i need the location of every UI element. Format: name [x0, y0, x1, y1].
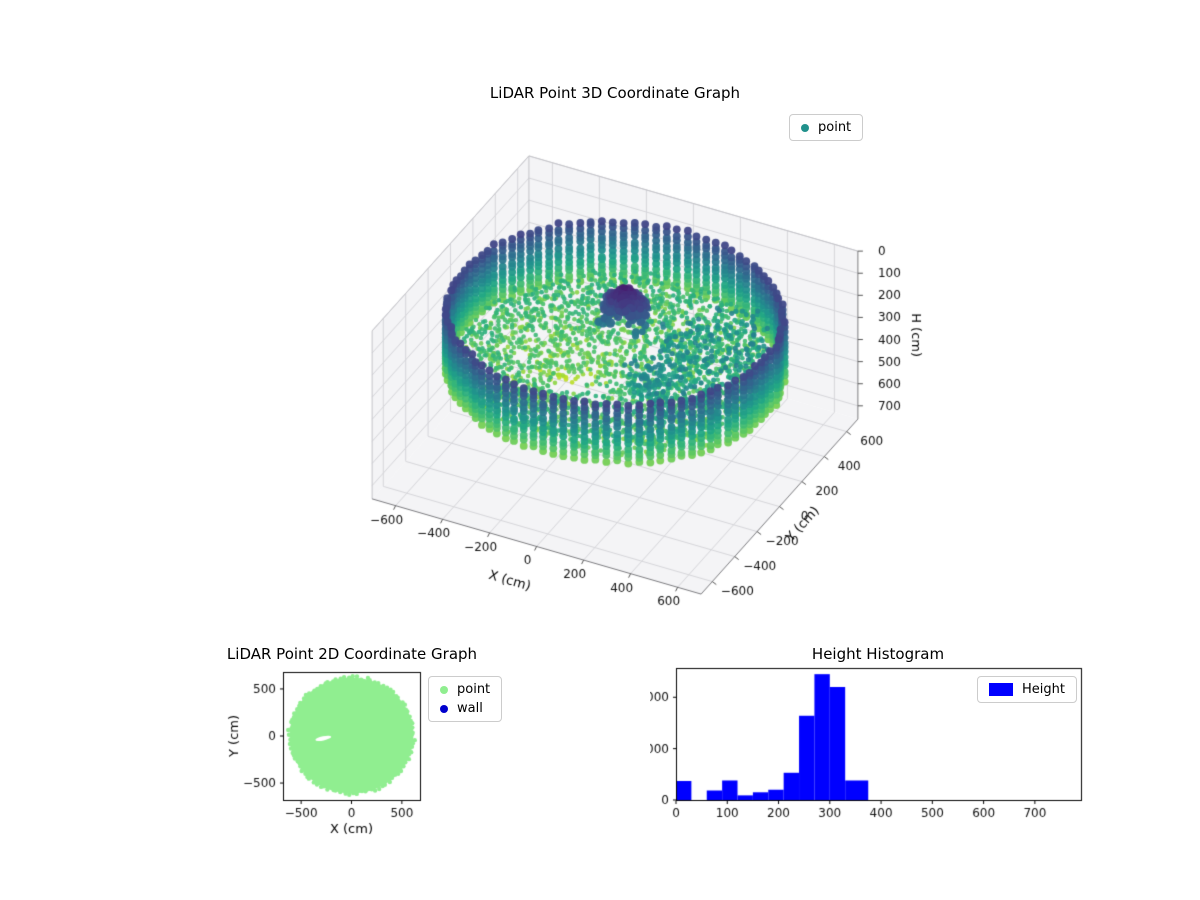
height-swatch-icon: [989, 683, 1013, 696]
wall-marker-icon: [440, 704, 448, 713]
plot3d-legend: point: [789, 114, 864, 141]
histogram-legend: Height: [977, 676, 1077, 703]
legend-entry-height: Height: [989, 682, 1065, 697]
legend-label-wall: wall: [457, 701, 483, 716]
plot2d-axes-canvas: [225, 655, 455, 855]
legend-entry-point: point: [801, 120, 851, 135]
legend-label-point: point: [818, 120, 852, 135]
point-marker-icon: [440, 685, 448, 694]
plot3d-axes-canvas: [300, 130, 980, 650]
point-marker-icon: [801, 123, 809, 132]
legend-entry-wall: wall: [440, 701, 490, 716]
plot3d-title: LiDAR Point 3D Coordinate Graph: [489, 84, 741, 102]
plot2d-legend: point wall: [428, 676, 503, 722]
legend-label-height: Height: [1022, 682, 1065, 697]
legend-entry-point: point: [440, 682, 490, 697]
legend-label-point: point: [457, 682, 491, 697]
